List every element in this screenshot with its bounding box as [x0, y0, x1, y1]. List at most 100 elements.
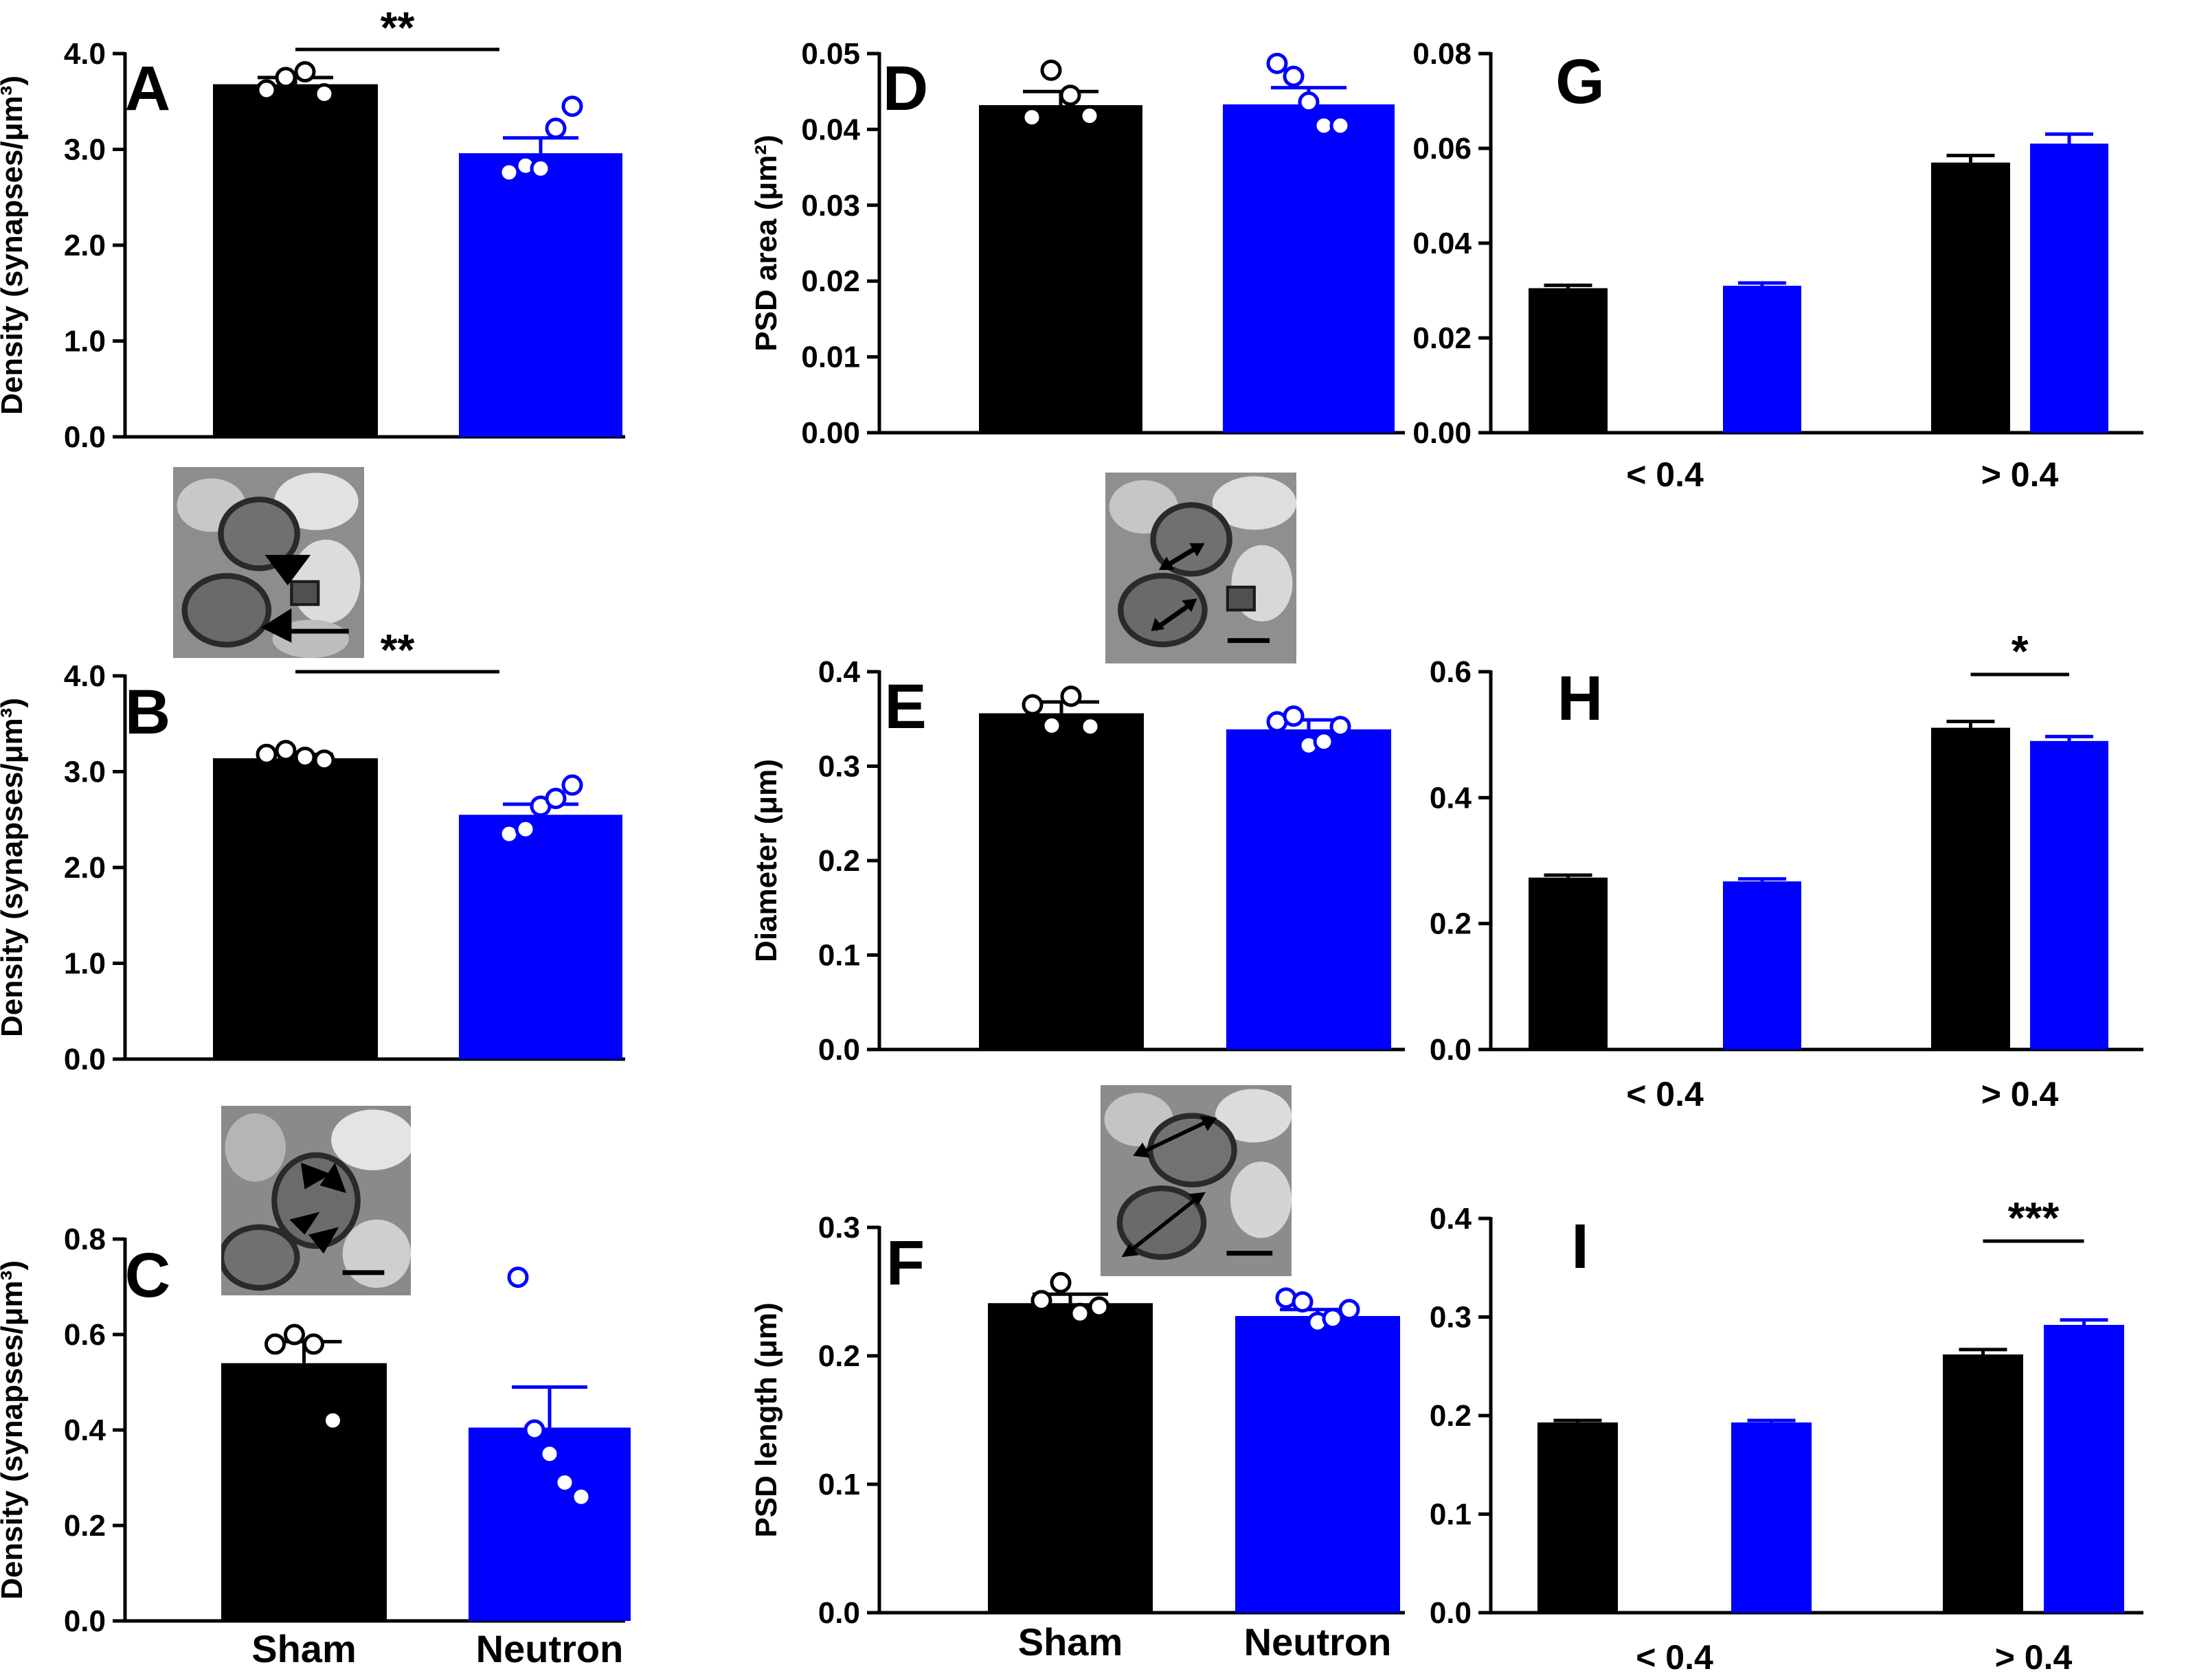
data-point: [1060, 685, 1082, 707]
panel-label: C: [125, 1240, 170, 1310]
x-category-label: Sham: [251, 1627, 357, 1670]
y-tick-label: 0.0: [64, 420, 106, 454]
arrowhead-icon: [260, 608, 292, 643]
data-point: [561, 95, 583, 117]
bar-neutron: [459, 815, 622, 1059]
y-tick-label: 0.8: [64, 1223, 106, 1256]
x-category-label: Sham: [1018, 1620, 1123, 1664]
y-tick-label: 0.3: [1430, 1301, 1472, 1335]
data-point: [284, 1324, 305, 1346]
significance-label: **: [381, 625, 415, 674]
double-arrow-icon: [1199, 1115, 1217, 1131]
y-tick-label: 0.1: [1430, 1498, 1472, 1532]
chart-panel-h: 0.0 0.2 0.4 0.6 H < 0.4 > 0.4 *: [1430, 626, 2143, 1113]
x-category-label: > 0.4: [1981, 1075, 2059, 1113]
bar-neutron: [1235, 1316, 1400, 1613]
x-category-label: Neutron: [1244, 1620, 1392, 1664]
data-point: [256, 743, 278, 765]
data-point: [1298, 91, 1320, 113]
data-point: [561, 774, 583, 796]
panel-label: F: [886, 1228, 925, 1298]
data-point: [530, 157, 552, 179]
panel-label: I: [1571, 1212, 1589, 1282]
significance-label: *: [2012, 626, 2029, 676]
panel-label: B: [125, 677, 170, 747]
double-arrow-icon: [1189, 543, 1205, 557]
data-point: [1292, 1291, 1314, 1313]
data-point: [1022, 694, 1044, 716]
data-point: [1050, 1271, 1072, 1293]
micrograph-multiple-arrowheads: [221, 1106, 411, 1295]
y-tick-label: 0.0: [1430, 1033, 1472, 1067]
data-point: [275, 740, 297, 762]
y-tick-label: 0.01: [801, 341, 860, 374]
x-category-label: < 0.4: [1626, 455, 1704, 494]
data-point: [1069, 1302, 1091, 1324]
data-point: [1283, 65, 1305, 87]
y-tick-label: 0.0: [64, 1043, 106, 1076]
data-point: [570, 1486, 592, 1508]
data-point: [1283, 705, 1305, 727]
data-point: [515, 818, 537, 840]
x-category-label: < 0.4: [1626, 1075, 1704, 1113]
y-tick-label: 0.0: [818, 1596, 860, 1630]
bar-sham: [1931, 162, 2010, 433]
data-point: [554, 1471, 576, 1493]
chart-panel-c: 0.0 0.2 0.4 0.6 0.8 Density (synapses/μm³) C Sh…: [0, 1223, 631, 1670]
y-tick-label: 0.02: [1412, 321, 1472, 355]
panel-label: E: [884, 672, 926, 742]
y-tick-label: 0.04: [801, 113, 860, 146]
panel-label: A: [125, 54, 170, 124]
y-tick-label: 0.3: [818, 1211, 860, 1245]
data-point: [545, 788, 567, 810]
y-tick-label: 0.2: [818, 1339, 860, 1373]
bar-neutron: [1723, 881, 1801, 1049]
data-point: [303, 1333, 324, 1355]
data-point: [1041, 714, 1063, 736]
bar-sham: [1931, 727, 2010, 1049]
bar-sham: [213, 758, 378, 1059]
y-tick-label: 3.0: [64, 756, 106, 789]
micrograph-diameter-arrows: [1103, 473, 1298, 663]
y-tick-label: 0.6: [1430, 655, 1472, 689]
y-tick-label: 1.0: [64, 325, 106, 359]
y-tick-label: 0.4: [1430, 1202, 1472, 1236]
bar-neutron: [2044, 1324, 2124, 1613]
data-point: [1329, 115, 1351, 137]
bar-sham: [979, 713, 1144, 1049]
bar-sham: [988, 1303, 1153, 1613]
double-arrow-icon: [1188, 1192, 1206, 1206]
data-point: [1040, 59, 1062, 81]
y-tick-label: 0.06: [1412, 132, 1472, 166]
y-tick-label: 0.4: [818, 655, 861, 689]
chart-panel-d: 0.00 0.01 0.02 0.03 0.04 0.05 PSD area (μm²) D: [750, 37, 1405, 450]
y-tick-label: 0.2: [64, 1509, 106, 1543]
data-point: [322, 1409, 343, 1431]
y-tick-label: 0.4: [64, 1414, 106, 1447]
y-tick-label: 0.1: [818, 1468, 860, 1501]
micrograph-length-arrows: [1096, 1085, 1296, 1276]
chart-panel-b: 0.0 1.0 2.0 3.0 4.0 Density (synapses/μm³) B **: [0, 625, 625, 1076]
data-point: [1338, 1299, 1360, 1321]
arrowhead-icon: [289, 1212, 320, 1235]
x-category-label: > 0.4: [1995, 1638, 2073, 1677]
y-tick-label: 3.0: [64, 133, 106, 167]
y-tick-label: 0.2: [1430, 1399, 1472, 1433]
bar-sham: [1529, 288, 1608, 433]
y-tick-label: 0.2: [1430, 907, 1472, 941]
y-axis-label: Density (synapses/μm³): [0, 1260, 29, 1600]
chart-panel-g: 0.00 0.02 0.04 0.06 0.08 G < 0.4 > 0.4: [1412, 37, 2143, 494]
significance-label: ***: [2008, 1193, 2060, 1242]
data-point: [539, 1443, 561, 1465]
data-point: [256, 79, 278, 101]
data-point: [313, 749, 335, 771]
panel-label: H: [1557, 663, 1603, 734]
panel-label: G: [1555, 47, 1605, 117]
data-point: [507, 1267, 529, 1289]
significance-label: **: [381, 3, 415, 52]
data-point: [545, 117, 567, 139]
y-tick-label: 0.4: [1430, 781, 1472, 815]
chart-panel-e: 0.0 0.1 0.2 0.3 0.4 Diameter (μm) E: [750, 655, 1405, 1067]
y-axis-label: Density (synapses/μm³): [0, 76, 29, 415]
